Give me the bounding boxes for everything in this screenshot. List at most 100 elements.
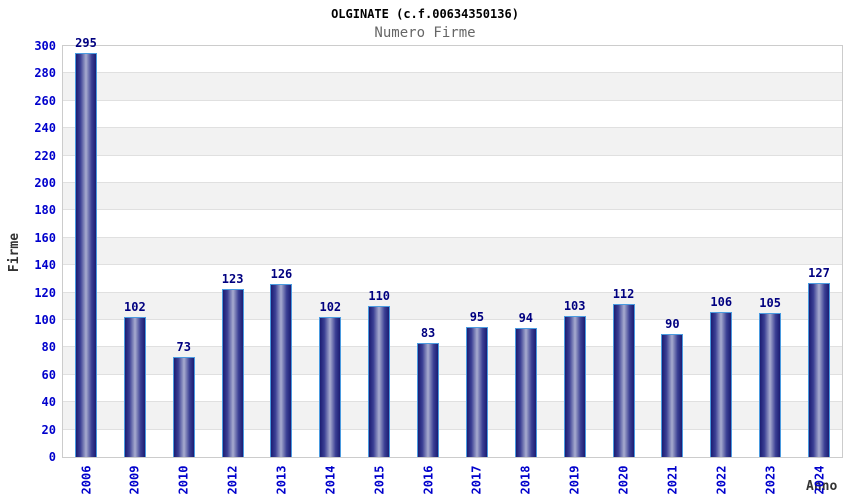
- y-tick-label: 120: [34, 285, 56, 300]
- bar: [808, 283, 830, 457]
- y-tick-label: 100: [34, 313, 56, 327]
- bar: [465, 326, 488, 457]
- gridline: [63, 236, 842, 238]
- bar: [75, 52, 97, 457]
- bar-value-label: 106: [710, 294, 733, 309]
- bar-value-label: 94: [518, 311, 534, 326]
- y-tick-label: 220: [34, 148, 56, 163]
- x-tick-label-text: 2016: [421, 465, 436, 495]
- x-tick-label: 2015: [362, 462, 396, 498]
- y-tick-label: 20: [41, 422, 56, 437]
- x-tick-label: 2009: [118, 462, 152, 498]
- x-tick-label: 2022: [704, 462, 738, 498]
- x-tick-label: 2024: [802, 462, 836, 498]
- x-tick-label: 2006: [69, 462, 103, 498]
- bar-value-label: 83: [420, 326, 436, 341]
- x-axis-title: Anno: [806, 479, 838, 494]
- bar: [221, 288, 244, 457]
- x-tick-label-text: 2012: [225, 465, 240, 495]
- bar-value-label: 126: [270, 267, 293, 282]
- bar: [563, 315, 586, 457]
- plot-band: [63, 237, 842, 266]
- y-tick-label: 260: [34, 93, 56, 108]
- bar: [514, 328, 537, 457]
- bar: [319, 317, 342, 457]
- x-tick-label: 2019: [558, 462, 592, 498]
- y-tick-label: 60: [41, 367, 56, 382]
- x-tick-label-text: 2010: [176, 465, 191, 495]
- bar: [123, 317, 146, 457]
- x-tick-label: 2016: [411, 462, 445, 498]
- y-tick-label: 40: [41, 395, 56, 410]
- gridline: [63, 99, 842, 101]
- gridline: [63, 264, 842, 266]
- x-tick-label: 2012: [216, 462, 250, 498]
- y-tick-label: 280: [34, 66, 56, 81]
- x-tick-label-text: 2017: [469, 465, 484, 495]
- bar: [661, 333, 684, 457]
- chart-title: OLGINATE (c.f.00634350136): [331, 7, 519, 21]
- chart-subtitle: Numero Firme: [374, 25, 476, 41]
- bar: [368, 306, 391, 457]
- bar-value-label: 95: [469, 309, 485, 324]
- x-tick-label: 2010: [167, 462, 201, 498]
- bar-value-label: 112: [612, 286, 635, 301]
- x-tick-label-text: 2013: [274, 465, 289, 495]
- x-tick-label-text: 2023: [763, 465, 778, 495]
- bar-value-label: 102: [319, 300, 342, 315]
- x-tick-label: 2023: [753, 462, 787, 498]
- bar: [759, 313, 782, 457]
- bar-value-label: 73: [176, 340, 191, 354]
- y-tick-label: 300: [34, 39, 56, 53]
- y-tick-label: 240: [34, 121, 56, 136]
- y-tick-label: 140: [34, 258, 56, 273]
- x-tick-label: 2017: [460, 462, 494, 498]
- x-tick-label: 2014: [313, 462, 347, 498]
- y-tick-label: 0: [48, 450, 56, 464]
- gridline: [63, 154, 842, 156]
- y-tick-label: 180: [34, 203, 56, 218]
- gridline: [63, 291, 842, 293]
- x-tick-label-text: 2009: [127, 465, 142, 495]
- bar: [417, 343, 440, 457]
- bar-value-label: 110: [368, 289, 391, 304]
- bar-value-label: 103: [563, 298, 586, 313]
- y-tick-label: 200: [34, 176, 56, 190]
- gridline: [63, 373, 842, 375]
- bar-value-label: 123: [221, 271, 244, 286]
- x-tick-label-text: 2015: [372, 465, 387, 495]
- bar: [270, 284, 293, 457]
- gridline: [63, 401, 842, 403]
- bar-value-label: 102: [124, 300, 146, 315]
- bar-value-label: 127: [808, 266, 830, 281]
- x-tick-label: 2021: [655, 462, 689, 498]
- y-tick-label: 80: [41, 340, 56, 355]
- gridline: [63, 346, 842, 348]
- x-tick-label-text: 2006: [79, 465, 93, 495]
- x-tick-label-text: 2021: [665, 465, 680, 495]
- gridline: [63, 72, 842, 74]
- gridline: [63, 127, 842, 129]
- bar: [710, 311, 733, 457]
- bar: [172, 357, 195, 457]
- x-tick-label-text: 2024: [812, 465, 826, 495]
- x-tick-label-text: 2022: [714, 465, 729, 495]
- bar: [612, 303, 635, 457]
- plot-band: [63, 183, 842, 211]
- bar-value-label: 295: [75, 35, 97, 50]
- bar-value-label: 105: [759, 296, 781, 311]
- y-tick-label: 160: [34, 230, 56, 245]
- gridline: [63, 209, 842, 211]
- gridline: [63, 428, 842, 430]
- x-tick-label-text: 2018: [518, 465, 533, 495]
- gridline: [63, 319, 842, 320]
- x-tick-label: 2013: [264, 462, 298, 498]
- plot-band: [63, 73, 842, 101]
- plot-band: [63, 128, 842, 156]
- plot-area: 295 102 73 123 126 102 110 83 95 94 103 112 90 106 105…: [62, 36, 843, 458]
- x-tick-label-text: 2019: [567, 465, 582, 495]
- gridline: [63, 182, 842, 183]
- x-tick-label: 2018: [509, 462, 543, 498]
- x-tick-label: 2020: [607, 462, 641, 498]
